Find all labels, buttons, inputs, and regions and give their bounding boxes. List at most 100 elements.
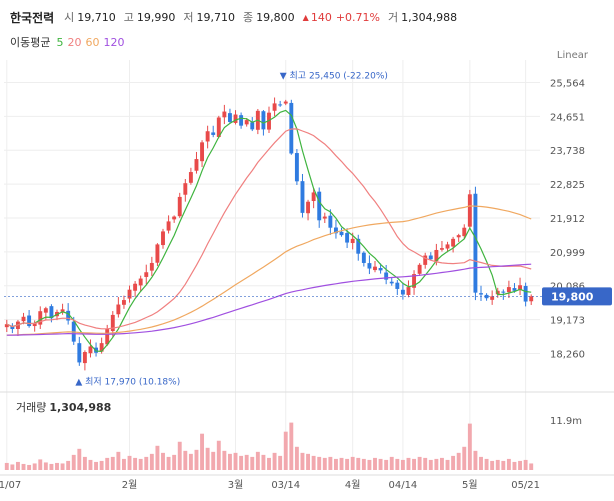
candle-body <box>278 104 283 106</box>
volume-bar <box>71 454 76 470</box>
volume-bar <box>289 422 294 470</box>
volume-bar <box>200 433 205 470</box>
x-tick-label: 03/14 <box>271 480 300 491</box>
y-tick-label: 22,825 <box>550 180 585 191</box>
stock-name: 한국전력 <box>10 10 55 25</box>
candle-body <box>518 285 523 290</box>
open-value: 19,710 <box>77 10 116 24</box>
ma-60-label: 60 <box>85 35 100 49</box>
volume-bar <box>378 458 383 470</box>
candle-body <box>49 306 54 319</box>
candle-body <box>384 272 389 280</box>
y-tick-label: 18,260 <box>550 350 585 361</box>
candle-body <box>227 113 232 122</box>
candle-body <box>484 294 489 299</box>
candle-body <box>501 291 506 293</box>
candle-body <box>110 314 115 332</box>
x-tick-label: 3월 <box>228 479 244 491</box>
volume-bar <box>456 452 461 470</box>
candle-body <box>105 329 110 345</box>
volume-bar <box>99 460 104 470</box>
volume-value: 1,304,988 <box>401 10 458 24</box>
change-value: 140 <box>310 10 332 24</box>
volume-bar <box>60 463 65 470</box>
candle-body <box>60 309 65 312</box>
candle-body <box>188 172 193 183</box>
candle-body <box>250 122 255 130</box>
current-price-tag <box>542 287 612 306</box>
volume-bar <box>116 451 121 470</box>
candle-body <box>133 283 138 291</box>
volume-bar <box>400 459 405 470</box>
volume-bar <box>227 453 232 470</box>
volume-bar <box>384 459 389 470</box>
volume-panel-value: 1,304,988 <box>49 401 112 414</box>
volume-bar <box>138 458 143 470</box>
candle-body <box>216 117 221 137</box>
volume-bar <box>306 453 311 470</box>
volume-bar <box>406 457 411 470</box>
change-percent: +0.71% <box>335 10 380 24</box>
x-tick-label: 4월 <box>345 479 361 491</box>
volume-bar <box>205 447 210 470</box>
volume-bar <box>183 450 188 470</box>
x-tick-label: 05/21 <box>511 480 540 491</box>
volume-bar <box>211 451 216 470</box>
volume-bar <box>311 455 316 470</box>
volume-bar <box>423 457 428 470</box>
volume-bar <box>518 460 523 470</box>
volume-bar <box>322 457 327 470</box>
min-annotation: ▲ 최저 17,970 (10.18%) <box>75 376 180 387</box>
volume-bar <box>155 445 160 470</box>
candle-body <box>77 343 82 363</box>
volume-bar <box>77 448 82 470</box>
ma-legend-title: 이동평균 <box>10 36 51 49</box>
candle-body <box>161 231 165 246</box>
volume-bar <box>367 459 372 470</box>
volume-bar <box>484 458 489 470</box>
volume-bar <box>133 457 138 470</box>
candle-body <box>423 255 428 265</box>
volume-bar <box>523 459 528 470</box>
volume-bar <box>317 456 322 470</box>
volume-bar <box>345 458 350 470</box>
candle-body <box>445 244 450 249</box>
volume-bar <box>261 454 266 470</box>
volume-bar <box>339 457 344 470</box>
candle-body <box>233 114 238 123</box>
candle-body <box>82 352 87 364</box>
candle-body <box>138 278 143 286</box>
x-tick-label: 01/07 <box>0 480 21 491</box>
volume-label: 거 <box>388 11 399 24</box>
candle-body <box>479 293 483 295</box>
volume-bar <box>451 455 456 470</box>
volume-bar <box>467 423 472 470</box>
volume-bar <box>244 454 249 470</box>
candle-body <box>144 272 149 277</box>
candle-body <box>155 244 160 263</box>
y-tick-label: 20,999 <box>550 248 585 259</box>
ma-20-line <box>6 128 532 330</box>
volume-bar <box>88 459 93 470</box>
ma-60-line <box>6 205 532 336</box>
candle-body <box>261 111 266 130</box>
moving-average-legend[interactable]: 이동평균 5 20 60 120 <box>10 34 124 50</box>
candle-body <box>328 215 333 228</box>
candle-body <box>406 287 411 295</box>
candle-body <box>361 252 366 263</box>
volume-bar <box>38 459 43 470</box>
candle-body <box>272 103 277 111</box>
candle-body <box>339 231 344 236</box>
volume-bar <box>428 459 433 470</box>
y-tick-label: 21,912 <box>550 214 585 225</box>
volume-bar <box>239 455 244 470</box>
candle-body <box>283 101 288 104</box>
quote-header: 한국전력 시 19,710 고 19,990 저 19,710 종 19,800… <box>10 8 465 26</box>
current-price-label: 19,800 <box>551 290 594 303</box>
y-tick-label: 19,173 <box>550 316 585 327</box>
candle-body <box>239 115 244 126</box>
volume-panel-label: 거래량 <box>16 401 47 414</box>
scale-mode-toggle[interactable]: Linear <box>556 50 588 61</box>
volume-bar <box>177 441 182 470</box>
